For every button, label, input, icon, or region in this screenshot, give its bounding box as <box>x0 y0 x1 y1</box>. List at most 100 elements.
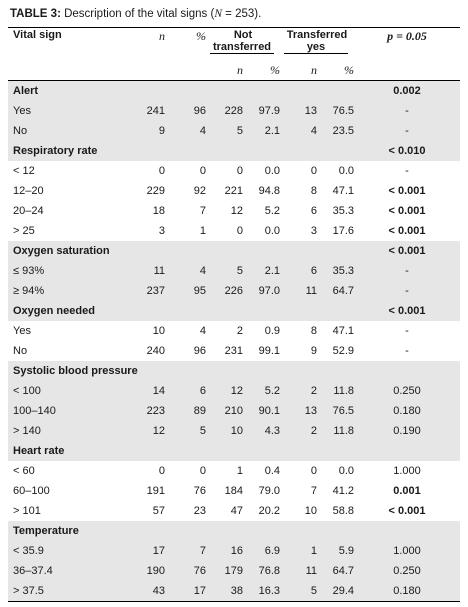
cell-p-value: 0.180 <box>354 581 460 602</box>
cell-p-value: < 0.001 <box>354 301 460 321</box>
table-row: < 60 0 0 1 0.4 0 0.0 1.000 <box>8 461 460 481</box>
cell-category: Yes <box>8 101 126 121</box>
cell-p-value: 0.002 <box>354 80 460 101</box>
cell-empty <box>280 141 317 161</box>
header-row-1: Vital sign n % Not transferred Transferr… <box>8 28 460 61</box>
header-sub-n-transferred: n <box>311 62 317 77</box>
cell-not-transferred-percent: 2.1 <box>243 121 280 141</box>
cell-n: 9 <box>126 121 165 141</box>
cell-category: 36–37.4 <box>8 561 126 581</box>
cell-not-transferred-n: 12 <box>206 381 243 401</box>
header-sub-pct-transferred: % <box>344 62 354 77</box>
section-row: Respiratory rate < 0.010 <box>8 141 460 161</box>
cell-transferred-percent: 64.7 <box>317 281 354 301</box>
cell-transferred-percent: 23.5 <box>317 121 354 141</box>
cell-transferred-n: 9 <box>310 345 317 357</box>
cell-n: 237 <box>126 281 165 301</box>
cell-category: No <box>13 345 28 357</box>
cell-percent: 0 <box>199 465 206 477</box>
cell-p-value: - <box>354 101 460 121</box>
cell-p-value: 0.250 <box>354 561 460 581</box>
cell-not-transferred-n: 0 <box>236 165 243 177</box>
cell-p-value: - <box>405 345 409 357</box>
cell-p-value: - <box>354 121 460 141</box>
cell-empty <box>126 141 165 161</box>
header-transferred: Transferred yes <box>280 28 354 61</box>
cell-transferred-n: 4 <box>280 121 317 141</box>
cell-transferred-percent: 11.8 <box>317 381 354 401</box>
vital-signs-table: Vital sign n % Not transferred Transferr… <box>8 27 460 602</box>
cell-empty <box>243 241 280 261</box>
cell-transferred-n: 11 <box>280 561 317 581</box>
cell-transferred-n: 5 <box>280 581 317 602</box>
cell-percent: 23 <box>193 505 206 517</box>
cell-p-value: 1.000 <box>393 465 421 477</box>
cell-empty <box>126 241 165 261</box>
cell-p-value: < 0.001 <box>388 185 426 197</box>
cell-n: 223 <box>126 401 165 421</box>
cell-empty <box>280 241 317 261</box>
table-row: > 140 12 5 10 4.3 2 11.8 0.190 <box>8 421 460 441</box>
section-label: Respiratory rate <box>8 141 126 161</box>
cell-p-value: - <box>354 281 460 301</box>
cell-transferred-n: 8 <box>310 325 317 337</box>
table-row: > 37.5 43 17 38 16.3 5 29.4 0.180 <box>8 581 460 602</box>
section-row: Alert 0.002 <box>8 80 460 101</box>
cell-transferred-n: 2 <box>280 421 317 441</box>
cell-empty <box>280 301 317 321</box>
cell-not-transferred-n: 226 <box>206 281 243 301</box>
cell-transferred-percent: 35.3 <box>332 205 354 217</box>
cell-not-transferred-percent: 5.2 <box>264 205 280 217</box>
cell-percent: 7 <box>199 205 206 217</box>
cell-transferred-percent: 17.6 <box>332 225 354 237</box>
cell-empty <box>206 241 243 261</box>
section-row: Heart rate <box>8 441 460 461</box>
cell-transferred-n: 0 <box>310 465 317 477</box>
cell-not-transferred-percent: 94.8 <box>258 185 280 197</box>
cell-transferred-percent: 41.2 <box>332 485 354 497</box>
cell-n: 43 <box>126 581 165 602</box>
cell-not-transferred-percent: 5.2 <box>243 381 280 401</box>
cell-transferred-percent: 64.7 <box>317 561 354 581</box>
cell-n: 12 <box>126 421 165 441</box>
cell-empty <box>243 361 280 381</box>
cell-n: 17 <box>126 541 165 561</box>
table-header: Vital sign n % Not transferred Transferr… <box>8 28 460 81</box>
cell-empty <box>317 521 354 541</box>
section-row: Oxygen saturation < 0.001 <box>8 241 460 261</box>
cell-category: 12–20 <box>13 185 44 197</box>
table-row: < 12 0 0 0 0.0 0 0.0 - <box>8 161 460 181</box>
cell-not-transferred-n: 47 <box>230 505 243 517</box>
cell-empty <box>280 361 317 381</box>
header-sub-n-not-transferred: n <box>237 62 243 77</box>
cell-p-value: - <box>405 165 409 177</box>
cell-not-transferred-n: 16 <box>206 541 243 561</box>
caption-text-before: Description of the vital signs ( <box>60 8 215 20</box>
header-empty <box>8 60 126 81</box>
cell-empty <box>126 361 165 381</box>
cell-empty <box>280 521 317 541</box>
cell-not-transferred-n: 228 <box>206 101 243 121</box>
cell-n: 18 <box>152 205 165 217</box>
cell-p-value: 0.190 <box>354 421 460 441</box>
cell-empty <box>165 301 206 321</box>
cell-not-transferred-percent: 16.3 <box>243 581 280 602</box>
cell-transferred-percent: 29.4 <box>317 581 354 602</box>
cell-not-transferred-n: 38 <box>206 581 243 602</box>
cell-empty <box>165 141 206 161</box>
cell-category: 20–24 <box>13 205 44 217</box>
cell-p-value: < 0.001 <box>354 241 460 261</box>
cell-empty <box>317 441 354 461</box>
table-row: 100–140 223 89 210 90.1 13 76.5 0.180 <box>8 401 460 421</box>
cell-category: > 25 <box>13 225 35 237</box>
header-not-transferred-line2: transferred <box>210 41 274 54</box>
section-label: Systolic blood pressure <box>8 361 138 381</box>
cell-empty <box>243 441 280 461</box>
cell-n: 241 <box>126 101 165 121</box>
table-row: No 9 4 5 2.1 4 23.5- <box>8 121 460 141</box>
cell-not-transferred-n: 184 <box>224 485 243 497</box>
cell-percent: 92 <box>193 185 206 197</box>
table-row: 20–24 18 7 12 5.2 6 35.3 < 0.001 <box>8 201 460 221</box>
cell-percent: 76 <box>193 485 206 497</box>
cell-p-value <box>354 361 460 381</box>
